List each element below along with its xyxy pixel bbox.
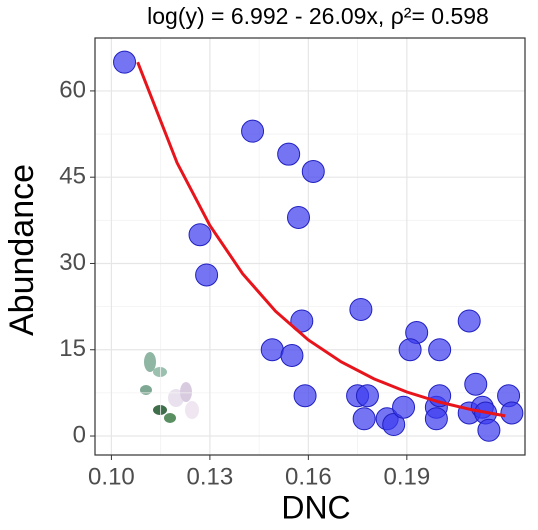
plant-photo: [140, 352, 199, 423]
point: [195, 263, 219, 287]
point: [277, 142, 301, 166]
point: [382, 413, 406, 437]
y-axis-label: Abundance: [3, 164, 41, 336]
y-tick-label: 45: [59, 163, 86, 190]
chart-title: log(y) = 6.992 - 26.09x, ρ²= 0.598: [147, 3, 489, 29]
point: [280, 343, 304, 367]
point: [293, 384, 317, 408]
y-tick-label: 0: [73, 421, 86, 448]
y-tick-label: 15: [59, 335, 86, 362]
x-tick-label: 0.13: [187, 463, 234, 490]
point: [188, 223, 212, 247]
point: [424, 407, 448, 431]
x-axis-label: DNC: [281, 489, 350, 525]
point: [113, 50, 137, 74]
point: [392, 395, 416, 419]
x-tick-label: 0.19: [383, 463, 430, 490]
point: [349, 297, 373, 321]
point: [290, 309, 314, 333]
panel-border: [94, 37, 526, 456]
point: [500, 401, 524, 425]
point: [457, 309, 481, 333]
point: [241, 119, 265, 143]
point: [464, 372, 488, 396]
point: [352, 407, 376, 431]
y-tick-label: 30: [59, 249, 86, 276]
point: [287, 205, 311, 229]
point: [355, 384, 379, 408]
x-tick-label: 0.16: [285, 463, 332, 490]
point: [260, 338, 284, 362]
x-tick-label: 0.10: [88, 463, 135, 490]
fit-curve: [136, 61, 506, 418]
point: [477, 418, 501, 442]
point: [398, 338, 422, 362]
point: [428, 338, 452, 362]
y-tick-label: 60: [59, 76, 86, 103]
point: [301, 159, 325, 183]
